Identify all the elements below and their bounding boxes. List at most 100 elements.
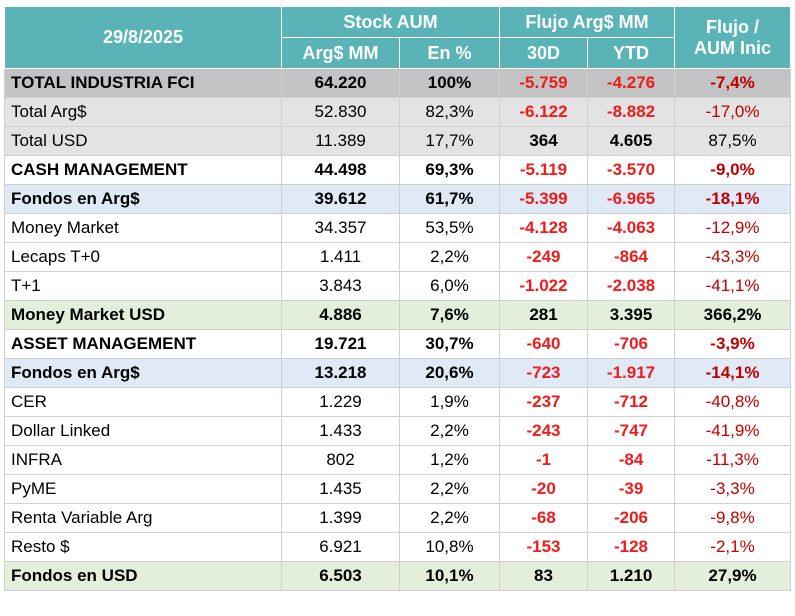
flow-ytd-cell: -864 [586,242,676,272]
ratio-cell: -12,9% [674,213,792,243]
flow-30d-cell: -1 [499,445,588,475]
row-label: Fondos en Arg$ [4,358,282,388]
row-label: Renta Variable Arg [4,503,282,533]
table-row: TOTAL INDUSTRIA FCI 64.220 100% -5.759 -… [4,68,792,98]
flow-30d-cell: -723 [499,358,588,388]
table-row: T+1 3.843 6,0% -1.022 -2.038 -41,1% [4,271,792,301]
pct-cell: 2,2% [399,474,500,504]
row-label: PyME [4,474,282,504]
flow-30d-cell: -243 [499,416,588,446]
table-row: Fondos en Arg$ 39.612 61,7% -5.399 -6.96… [4,184,792,214]
table-row: INFRA 802 1,2% -1 -84 -11,3% [4,445,792,475]
row-label: Fondos en USD [4,561,282,591]
flow-30d-cell: -237 [499,387,588,417]
aum-cell: 11.389 [281,126,400,156]
table-row: Dollar Linked 1.433 2,2% -243 -747 -41,9… [4,416,792,446]
ratio-cell: -2,1% [674,532,792,562]
pct-cell: 30,7% [399,329,500,359]
aum-cell: 39.612 [281,184,400,214]
row-label: Resto $ [4,532,282,562]
pct-cell: 69,3% [399,155,500,185]
aum-cell: 34.357 [281,213,400,243]
flow-ytd-cell: -706 [586,329,676,359]
row-label: CER [4,387,282,417]
flow-30d-cell: -68 [499,503,588,533]
ratio-cell: -41,1% [674,271,792,301]
row-label: Total Arg$ [4,97,282,127]
ratio-header-line2: AUM Inic [694,37,772,58]
flow-30d-cell: 364 [499,126,588,156]
flow-ytd-cell: -6.965 [586,184,676,214]
row-label: TOTAL INDUSTRIA FCI [4,68,282,98]
flow-30d-cell: -20 [499,474,588,504]
ratio-header-line1: Flujo / [706,16,760,37]
col-header-30d: 30D [499,37,588,69]
ratio-cell: -43,3% [674,242,792,272]
aum-cell: 1.435 [281,474,400,504]
pct-cell: 82,3% [399,97,500,127]
flow-ytd-cell: -2.038 [586,271,676,301]
ratio-cell: -3,3% [674,474,792,504]
flow-30d-cell: -4.128 [499,213,588,243]
ratio-cell: -9,8% [674,503,792,533]
ratio-cell: -14,1% [674,358,792,388]
row-label: Dollar Linked [4,416,282,446]
aum-cell: 802 [281,445,400,475]
row-label: Total USD [4,126,282,156]
flow-ytd-cell: -1.917 [586,358,676,388]
flow-30d-cell: 83 [499,561,588,591]
pct-cell: 6,0% [399,271,500,301]
ratio-cell: -3,9% [674,329,792,359]
aum-cell: 1.399 [281,503,400,533]
table-row: Money Market 34.357 53,5% -4.128 -4.063 … [4,213,792,243]
table-row: CER 1.229 1,9% -237 -712 -40,8% [4,387,792,417]
pct-cell: 10,8% [399,532,500,562]
pct-cell: 61,7% [399,184,500,214]
report-date: 29/8/2025 [4,6,282,69]
pct-cell: 2,2% [399,503,500,533]
pct-cell: 10,1% [399,561,500,591]
ratio-cell: -18,1% [674,184,792,214]
table-row: Resto $ 6.921 10,8% -153 -128 -2,1% [4,532,792,562]
aum-cell: 6.503 [281,561,400,591]
ratio-cell: 87,5% [674,126,792,156]
ratio-cell: -7,4% [674,68,792,98]
aum-cell: 19.721 [281,329,400,359]
flow-ytd-cell: -39 [586,474,676,504]
aum-cell: 52.830 [281,97,400,127]
table-row: Fondos en USD 6.503 10,1% 83 1.210 27,9% [4,561,792,591]
pct-cell: 53,5% [399,213,500,243]
row-label: ASSET MANAGEMENT [4,329,282,359]
row-label: Money Market [4,213,282,243]
flow-ytd-cell: -712 [586,387,676,417]
pct-cell: 1,2% [399,445,500,475]
flow-ytd-cell: 1.210 [586,561,676,591]
table-row: Fondos en Arg$ 13.218 20,6% -723 -1.917 … [4,358,792,388]
aum-cell: 1.411 [281,242,400,272]
aum-cell: 3.843 [281,271,400,301]
table-row: ASSET MANAGEMENT 19.721 30,7% -640 -706 … [4,329,792,359]
row-label: CASH MANAGEMENT [4,155,282,185]
flow-30d-cell: -5.399 [499,184,588,214]
flow-30d-cell: -1.022 [499,271,588,301]
flow-ytd-cell: -4.276 [586,68,676,98]
col-header-ytd: YTD [586,37,676,69]
aum-cell: 64.220 [281,68,400,98]
aum-cell: 1.433 [281,416,400,446]
flow-30d-cell: -5.119 [499,155,588,185]
table-row: CASH MANAGEMENT 44.498 69,3% -5.119 -3.5… [4,155,792,185]
fci-industry-table: 29/8/2025 Stock AUM Flujo Arg$ MM Flujo … [4,6,792,591]
header-row-top: 29/8/2025 Stock AUM Flujo Arg$ MM Flujo … [4,6,792,69]
ratio-cell: -9,0% [674,155,792,185]
flow-30d-cell: -6.122 [499,97,588,127]
ratio-cell: 366,2% [674,300,792,330]
pct-cell: 1,9% [399,387,500,417]
flow-ytd-cell: -4.063 [586,213,676,243]
aum-cell: 13.218 [281,358,400,388]
ratio-cell: -17,0% [674,97,792,127]
table-row: PyME 1.435 2,2% -20 -39 -3,3% [4,474,792,504]
table-row: Total Arg$ 52.830 82,3% -6.122 -8.882 -1… [4,97,792,127]
pct-cell: 2,2% [399,242,500,272]
row-label: Money Market USD [4,300,282,330]
flow-30d-cell: -5.759 [499,68,588,98]
